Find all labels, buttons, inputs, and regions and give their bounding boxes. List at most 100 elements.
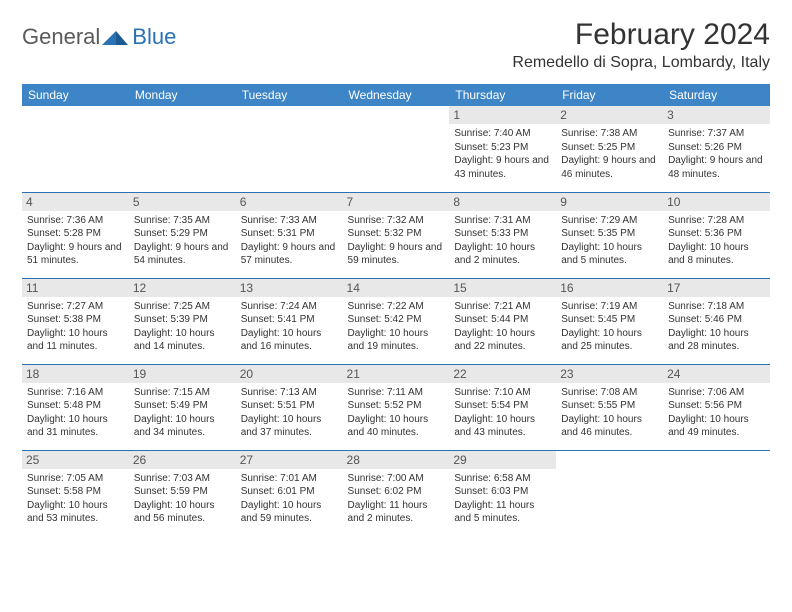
sunrise-line: Sunrise: 7:03 AM: [134, 472, 231, 486]
daylight-line: Daylight: 10 hours and 11 minutes.: [27, 327, 124, 354]
calendar-cell: 22 Sunrise: 7:10 AMSunset: 5:54 PMDayligh…: [449, 364, 556, 450]
day-number: 25: [22, 451, 129, 469]
sunrise-line: Sunrise: 7:01 AM: [241, 472, 338, 486]
daylight-line: Daylight: 10 hours and 2 minutes.: [454, 241, 551, 268]
sunrise-line: Sunrise: 7:40 AM: [454, 127, 551, 141]
sunset-line: Sunset: 5:35 PM: [561, 227, 658, 241]
daylight-line: Daylight: 9 hours and 48 minutes.: [668, 154, 765, 181]
sunset-line: Sunset: 6:01 PM: [241, 485, 338, 499]
sunrise-line: Sunrise: 7:29 AM: [561, 214, 658, 228]
calendar-cell: 3 Sunrise: 7:37 AMSunset: 5:26 PMDaylight…: [663, 106, 770, 192]
logo-text-general: General: [22, 24, 100, 50]
sunset-line: Sunset: 5:41 PM: [241, 313, 338, 327]
weekday-header: Sunday: [22, 84, 129, 106]
calendar-cell: 17Sunrise: 7:18 AMSunset: 5:46 PMDayligh…: [663, 278, 770, 364]
calendar-cell: 6Sunrise: 7:33 AMSunset: 5:31 PMDaylight…: [236, 192, 343, 278]
sunrise-line: Sunrise: 7:21 AM: [454, 300, 551, 314]
location-subtitle: Remedello di Sopra, Lombardy, Italy: [512, 54, 770, 72]
day-number: 20: [236, 365, 343, 383]
day-number: 21: [343, 365, 450, 383]
calendar-cell: 5Sunrise: 7:35 AMSunset: 5:29 PMDaylight…: [129, 192, 236, 278]
sunrise-line: Sunrise: 7:18 AM: [668, 300, 765, 314]
weekday-header: Friday: [556, 84, 663, 106]
daylight-line: Daylight: 10 hours and 53 minutes.: [27, 499, 124, 526]
daylight-line: Daylight: 10 hours and 25 minutes.: [561, 327, 658, 354]
daylight-line: Daylight: 10 hours and 19 minutes.: [348, 327, 445, 354]
sunset-line: Sunset: 5:31 PM: [241, 227, 338, 241]
calendar-cell: 1Sunrise: 7:40 AMSunset: 5:23 PMDaylight…: [449, 106, 556, 192]
calendar-cell-empty: [129, 106, 236, 192]
calendar-cell: 25Sunrise: 7:05 AMSunset: 5:58 PMDayligh…: [22, 450, 129, 536]
calendar-cell-empty: [236, 106, 343, 192]
day-number: 14: [343, 279, 450, 297]
weekday-header: Tuesday: [236, 84, 343, 106]
day-number: 18: [22, 365, 129, 383]
sunrise-line: Sunrise: 7:06 AM: [668, 386, 765, 400]
sunrise-line: Sunrise: 6:58 AM: [454, 472, 551, 486]
daylight-line: Daylight: 9 hours and 57 minutes.: [241, 241, 338, 268]
calendar-cell: 29Sunrise: 6:58 AMSunset: 6:03 PMDayligh…: [449, 450, 556, 536]
sunset-line: Sunset: 5:29 PM: [134, 227, 231, 241]
sunset-line: Sunset: 5:38 PM: [27, 313, 124, 327]
daylight-line: Daylight: 10 hours and 28 minutes.: [668, 327, 765, 354]
sunrise-line: Sunrise: 7:35 AM: [134, 214, 231, 228]
day-number: 3: [663, 106, 770, 124]
day-number: 29: [449, 451, 556, 469]
sunset-line: Sunset: 5:58 PM: [27, 485, 124, 499]
logo: General Blue: [22, 18, 176, 50]
sunrise-line: Sunrise: 7:16 AM: [27, 386, 124, 400]
day-number: 17: [663, 279, 770, 297]
calendar-cell: 21Sunrise: 7:11 AMSunset: 5:52 PMDayligh…: [343, 364, 450, 450]
sunset-line: Sunset: 5:45 PM: [561, 313, 658, 327]
daylight-line: Daylight: 10 hours and 37 minutes.: [241, 413, 338, 440]
logo-triangle-icon: [102, 27, 130, 47]
daylight-line: Daylight: 10 hours and 31 minutes.: [27, 413, 124, 440]
day-number: 5: [129, 193, 236, 211]
sunset-line: Sunset: 5:52 PM: [348, 399, 445, 413]
sunset-line: Sunset: 5:54 PM: [454, 399, 551, 413]
sunrise-line: Sunrise: 7:37 AM: [668, 127, 765, 141]
sunrise-line: Sunrise: 7:24 AM: [241, 300, 338, 314]
daylight-line: Daylight: 10 hours and 43 minutes.: [454, 413, 551, 440]
month-title: February 2024: [512, 18, 770, 52]
sunset-line: Sunset: 5:42 PM: [348, 313, 445, 327]
weekday-header: Wednesday: [343, 84, 450, 106]
calendar-cell-empty: [663, 450, 770, 536]
sunset-line: Sunset: 5:56 PM: [668, 399, 765, 413]
sunrise-line: Sunrise: 7:11 AM: [348, 386, 445, 400]
day-number: 23: [556, 365, 663, 383]
day-number: 4: [22, 193, 129, 211]
calendar-cell-empty: [343, 106, 450, 192]
daylight-line: Daylight: 10 hours and 16 minutes.: [241, 327, 338, 354]
daylight-line: Daylight: 9 hours and 59 minutes.: [348, 241, 445, 268]
sunset-line: Sunset: 5:26 PM: [668, 141, 765, 155]
day-number: 22: [449, 365, 556, 383]
daylight-line: Daylight: 9 hours and 51 minutes.: [27, 241, 124, 268]
day-number: 11: [22, 279, 129, 297]
sunset-line: Sunset: 6:03 PM: [454, 485, 551, 499]
sunrise-line: Sunrise: 7:22 AM: [348, 300, 445, 314]
calendar-cell: 16Sunrise: 7:19 AMSunset: 5:45 PMDayligh…: [556, 278, 663, 364]
calendar-cell: 24 Sunrise: 7:06 AMSunset: 5:56 PMDayligh…: [663, 364, 770, 450]
calendar-cell: 9Sunrise: 7:29 AMSunset: 5:35 PMDaylight…: [556, 192, 663, 278]
calendar-cell: 23Sunrise: 7:08 AMSunset: 5:55 PMDayligh…: [556, 364, 663, 450]
daylight-line: Daylight: 10 hours and 49 minutes.: [668, 413, 765, 440]
day-number: 19: [129, 365, 236, 383]
sunset-line: Sunset: 5:25 PM: [561, 141, 658, 155]
day-number: 16: [556, 279, 663, 297]
sunrise-line: Sunrise: 7:10 AM: [454, 386, 551, 400]
day-number: 15: [449, 279, 556, 297]
day-number: 2: [556, 106, 663, 124]
day-number: 24: [663, 365, 770, 383]
sunset-line: Sunset: 5:51 PM: [241, 399, 338, 413]
daylight-line: Daylight: 10 hours and 46 minutes.: [561, 413, 658, 440]
sunrise-line: Sunrise: 7:28 AM: [668, 214, 765, 228]
day-number: 13: [236, 279, 343, 297]
calendar-cell: 27Sunrise: 7:01 AMSunset: 6:01 PMDayligh…: [236, 450, 343, 536]
day-number: 6: [236, 193, 343, 211]
sunrise-line: Sunrise: 7:08 AM: [561, 386, 658, 400]
header: General Blue February 2024 Remedello di …: [22, 18, 770, 72]
sunset-line: Sunset: 5:33 PM: [454, 227, 551, 241]
day-number: 10: [663, 193, 770, 211]
daylight-line: Daylight: 10 hours and 5 minutes.: [561, 241, 658, 268]
